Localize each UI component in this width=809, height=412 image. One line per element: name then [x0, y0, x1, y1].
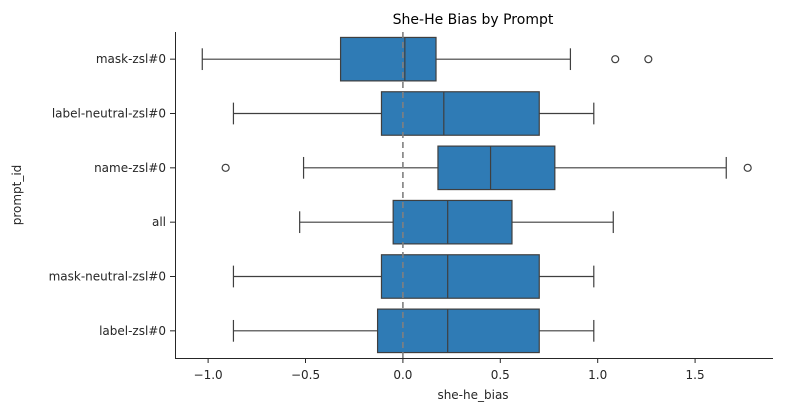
x-tick-label: 0.0 — [393, 368, 412, 382]
x-tick-label: 1.5 — [686, 368, 705, 382]
y-tick-label: mask-zsl#0 — [96, 52, 166, 66]
x-tick-label: −0.5 — [291, 368, 320, 382]
x-tick-label: 1.0 — [588, 368, 607, 382]
y-axis-ticks: mask-zsl#0 label-neutral-zsl#0 name-zsl#0 a… — [49, 52, 175, 338]
outlier-point — [221, 163, 230, 172]
y-axis-label: prompt_id — [10, 165, 24, 226]
x-axis-label: she-he_bias — [437, 388, 508, 402]
iqr-box — [392, 199, 513, 245]
y-tick-label: name-zsl#0 — [94, 161, 166, 175]
x-tick-label: −1.0 — [194, 368, 223, 382]
y-tick-label: all — [152, 215, 166, 229]
y-tick-label: label-neutral-zsl#0 — [52, 107, 166, 121]
iqr-box — [339, 36, 437, 82]
x-tick-label: 0.5 — [491, 368, 510, 382]
box-group — [232, 308, 595, 354]
outlier-point — [743, 163, 752, 172]
iqr-box — [380, 254, 540, 299]
box-group — [232, 91, 595, 136]
iqr-box — [380, 91, 540, 136]
x-axis-ticks: −1.0 −0.5 0.0 0.5 1.0 1.5 — [194, 358, 705, 382]
y-tick-label: label-zsl#0 — [99, 324, 166, 338]
outlier-point — [644, 55, 653, 64]
iqr-box — [376, 308, 540, 354]
plot-area — [201, 32, 752, 358]
y-tick-label: mask-neutral-zsl#0 — [49, 270, 166, 284]
box-group — [221, 145, 752, 191]
box-group — [232, 254, 595, 299]
outlier-point — [611, 55, 620, 64]
chart-title: She-He Bias by Prompt — [393, 12, 554, 28]
box-group — [299, 199, 614, 245]
box-group — [201, 36, 653, 82]
iqr-box — [437, 145, 556, 191]
